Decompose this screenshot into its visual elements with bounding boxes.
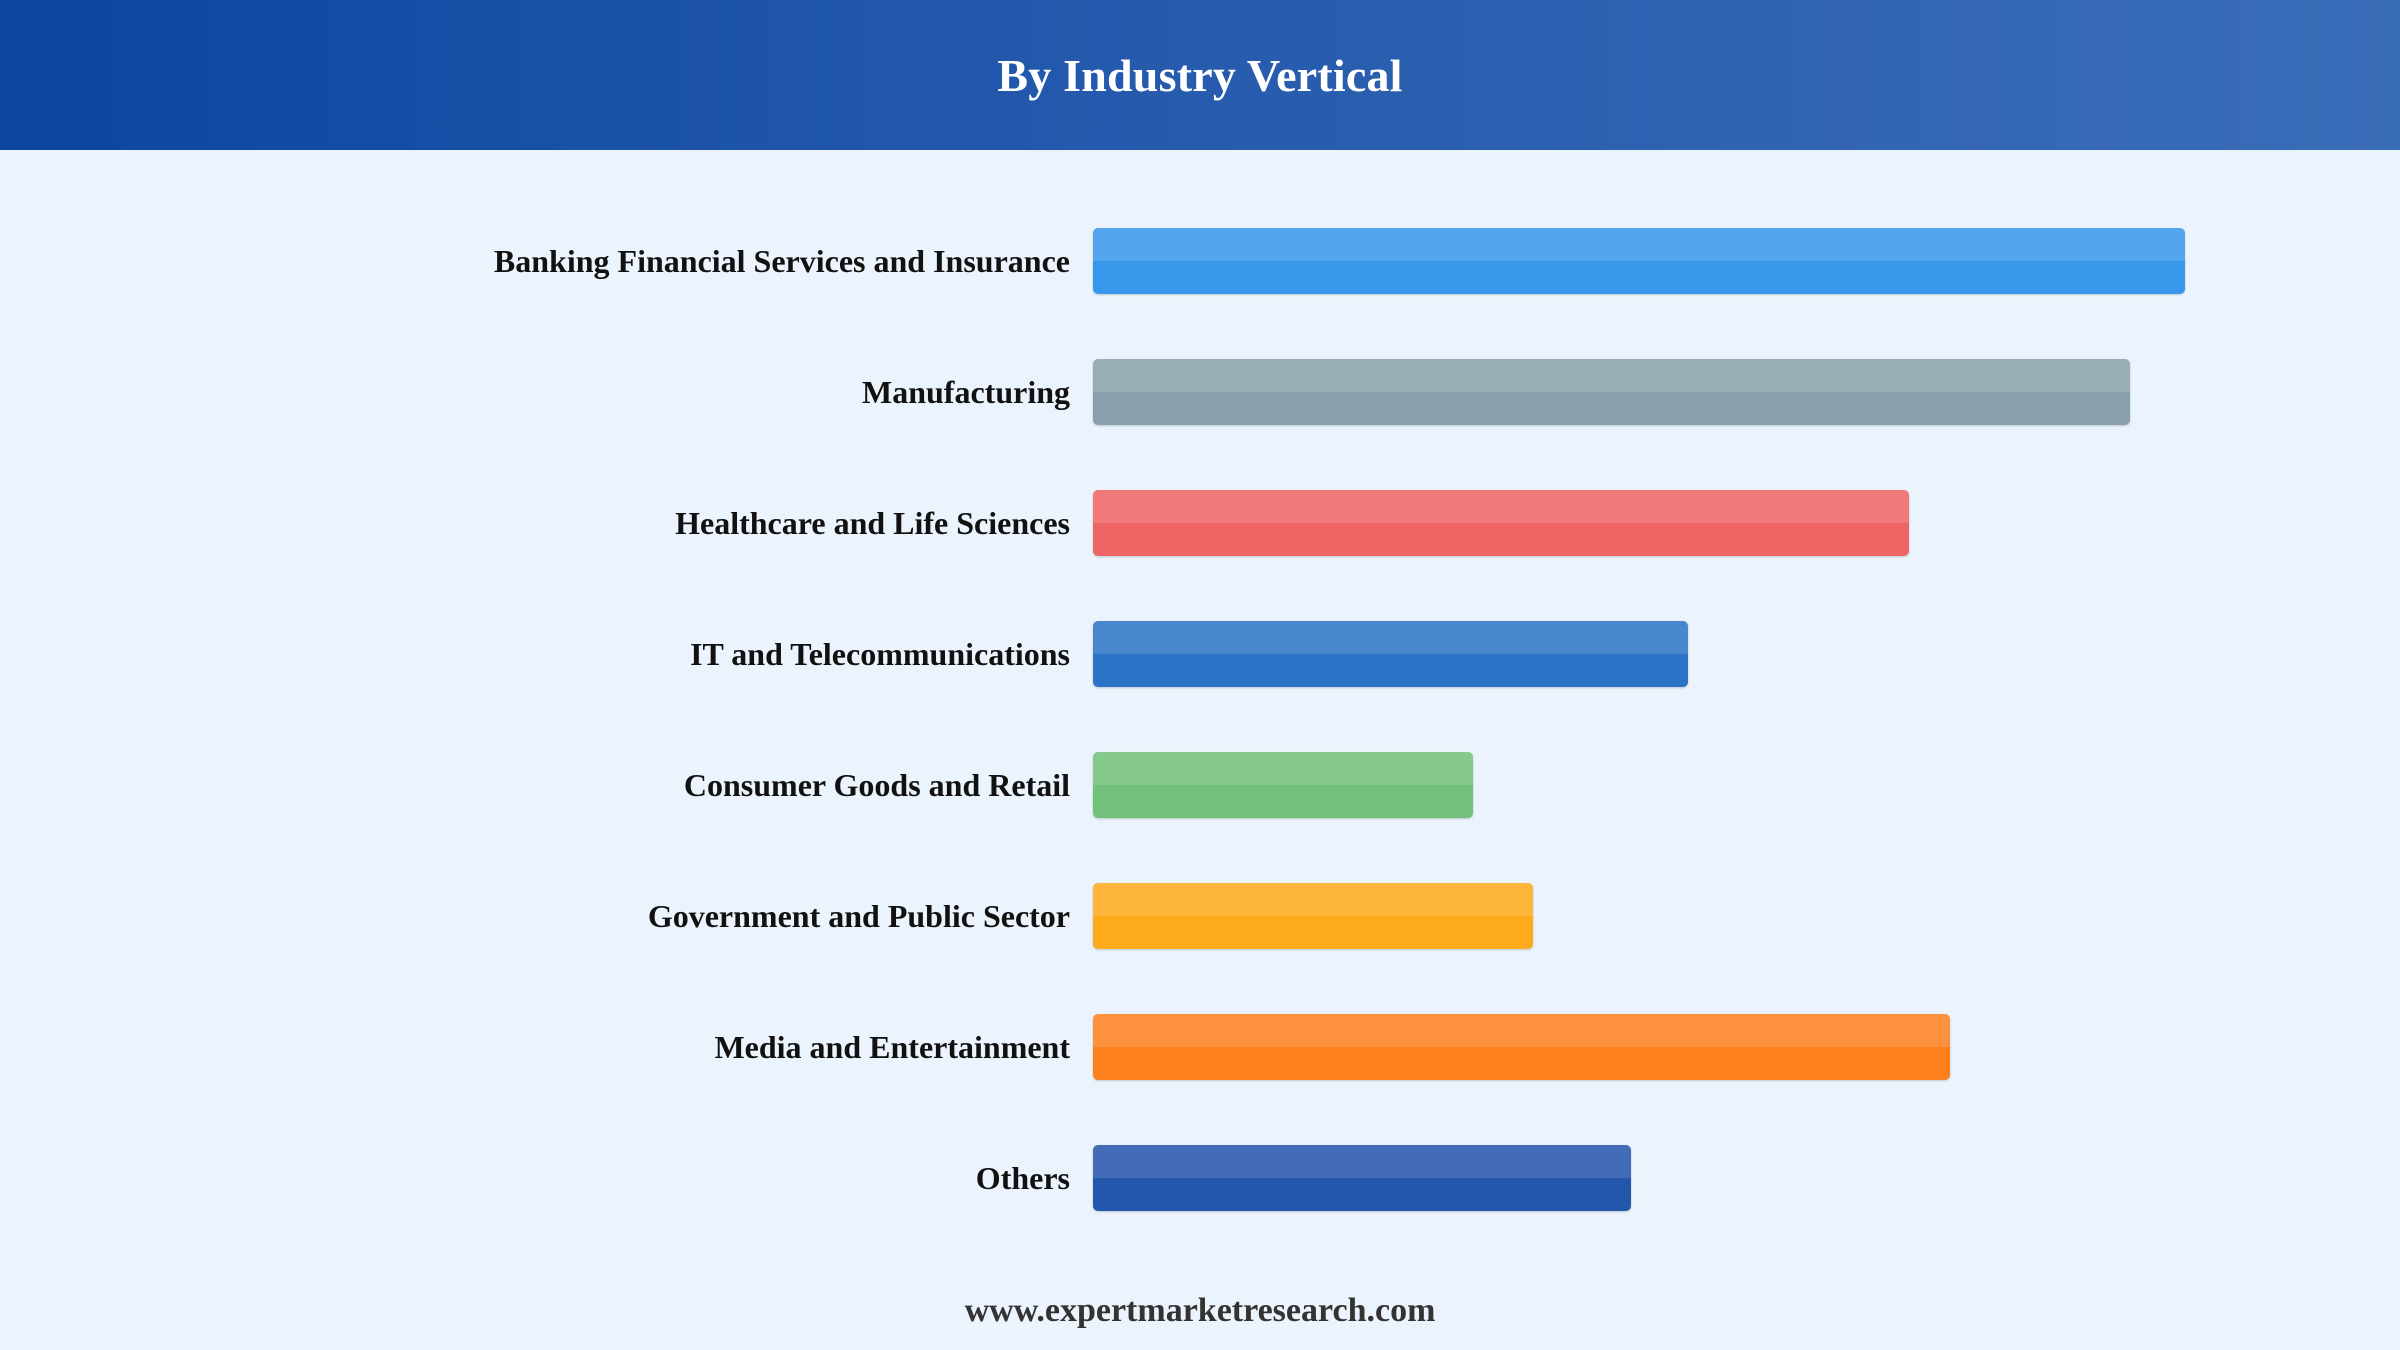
source-url: www.expertmarketresearch.com xyxy=(964,1292,1436,1329)
category-label: Government and Public Sector xyxy=(647,898,1070,934)
bar-highlight xyxy=(1093,359,2130,392)
bar-row: Government and Public Sector xyxy=(0,883,2400,949)
bar-highlight xyxy=(1093,1014,1950,1047)
bar xyxy=(1093,359,2130,425)
category-label: Others xyxy=(975,1160,1070,1196)
category-label: Consumer Goods and Retail xyxy=(683,767,1070,803)
bar-highlight xyxy=(1093,490,1909,523)
bar-highlight xyxy=(1093,621,1688,654)
bar-row: IT and Telecommunications xyxy=(0,621,2400,687)
bar-highlight xyxy=(1093,228,2185,261)
bar-row: Media and Entertainment xyxy=(0,1014,2400,1080)
category-label: Manufacturing xyxy=(862,374,1070,410)
bar-row: Manufacturing xyxy=(0,359,2400,425)
bar xyxy=(1093,490,1909,556)
bar-row: Healthcare and Life Sciences xyxy=(0,490,2400,556)
bar xyxy=(1093,1145,1631,1211)
bar xyxy=(1093,883,1533,949)
bar-highlight xyxy=(1093,752,1473,785)
header-banner: By Industry Vertical xyxy=(0,0,2400,150)
bar xyxy=(1093,228,2185,294)
chart-title: By Industry Vertical xyxy=(997,49,1403,101)
bar-chart: Banking Financial Services and Insurance… xyxy=(0,150,2400,1250)
bar-row: Consumer Goods and Retail xyxy=(0,752,2400,818)
bar-highlight xyxy=(1093,883,1533,916)
bar-highlight xyxy=(1093,1145,1631,1178)
category-label: Healthcare and Life Sciences xyxy=(675,505,1070,541)
bar xyxy=(1093,621,1688,687)
bar xyxy=(1093,1014,1950,1080)
category-label: IT and Telecommunications xyxy=(690,636,1070,672)
bar xyxy=(1093,752,1473,818)
bar-row: Banking Financial Services and Insurance xyxy=(0,228,2400,294)
category-label: Media and Entertainment xyxy=(714,1029,1070,1065)
category-label: Banking Financial Services and Insurance xyxy=(493,243,1070,279)
bar-row: Others xyxy=(0,1145,2400,1211)
